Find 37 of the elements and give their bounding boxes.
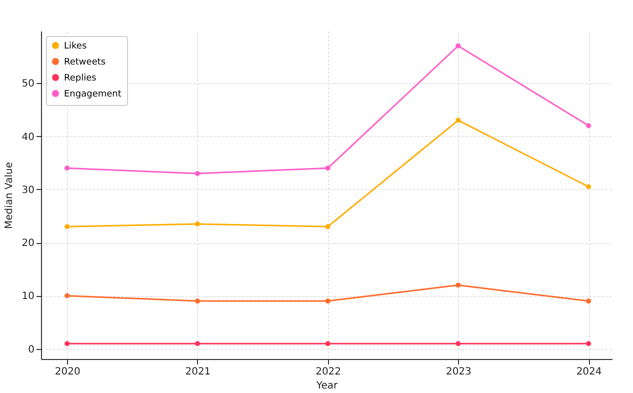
x-axis-title: Year <box>315 380 338 392</box>
point <box>325 341 330 346</box>
point <box>325 298 330 304</box>
y-tick-label: 0 <box>28 344 34 356</box>
point <box>586 298 592 304</box>
y-tick-label: 20 <box>22 238 34 250</box>
legend-label: Retweets <box>64 58 106 68</box>
y-axis-title: Median Value <box>4 162 15 230</box>
point <box>194 221 200 226</box>
x-tick-label: 2020 <box>54 366 80 378</box>
legend-label: Replies <box>64 74 97 84</box>
point <box>64 341 70 346</box>
point <box>64 224 70 230</box>
legend-label: Engagement <box>64 90 122 100</box>
point <box>64 293 70 298</box>
point <box>456 282 461 288</box>
x-tick-label: 2024 <box>576 366 602 378</box>
point <box>325 224 330 230</box>
point <box>456 118 461 123</box>
point <box>586 123 592 128</box>
y-tick-label: 40 <box>22 132 34 143</box>
point <box>325 166 330 171</box>
point <box>194 341 200 346</box>
x-tick-label: 2021 <box>185 366 211 378</box>
legend-label: Likes <box>64 42 87 52</box>
point <box>194 170 200 176</box>
x-tick-label: 2022 <box>316 366 342 378</box>
point <box>194 298 200 304</box>
y-tick-label: 10 <box>22 291 34 302</box>
point <box>456 341 461 346</box>
y-tick-label: 50 <box>22 78 34 90</box>
x-tick-label: 2023 <box>446 366 472 378</box>
point <box>64 166 70 171</box>
point <box>456 43 461 48</box>
y-tick-label: 30 <box>22 184 34 196</box>
point <box>586 184 592 190</box>
point <box>586 341 592 346</box>
